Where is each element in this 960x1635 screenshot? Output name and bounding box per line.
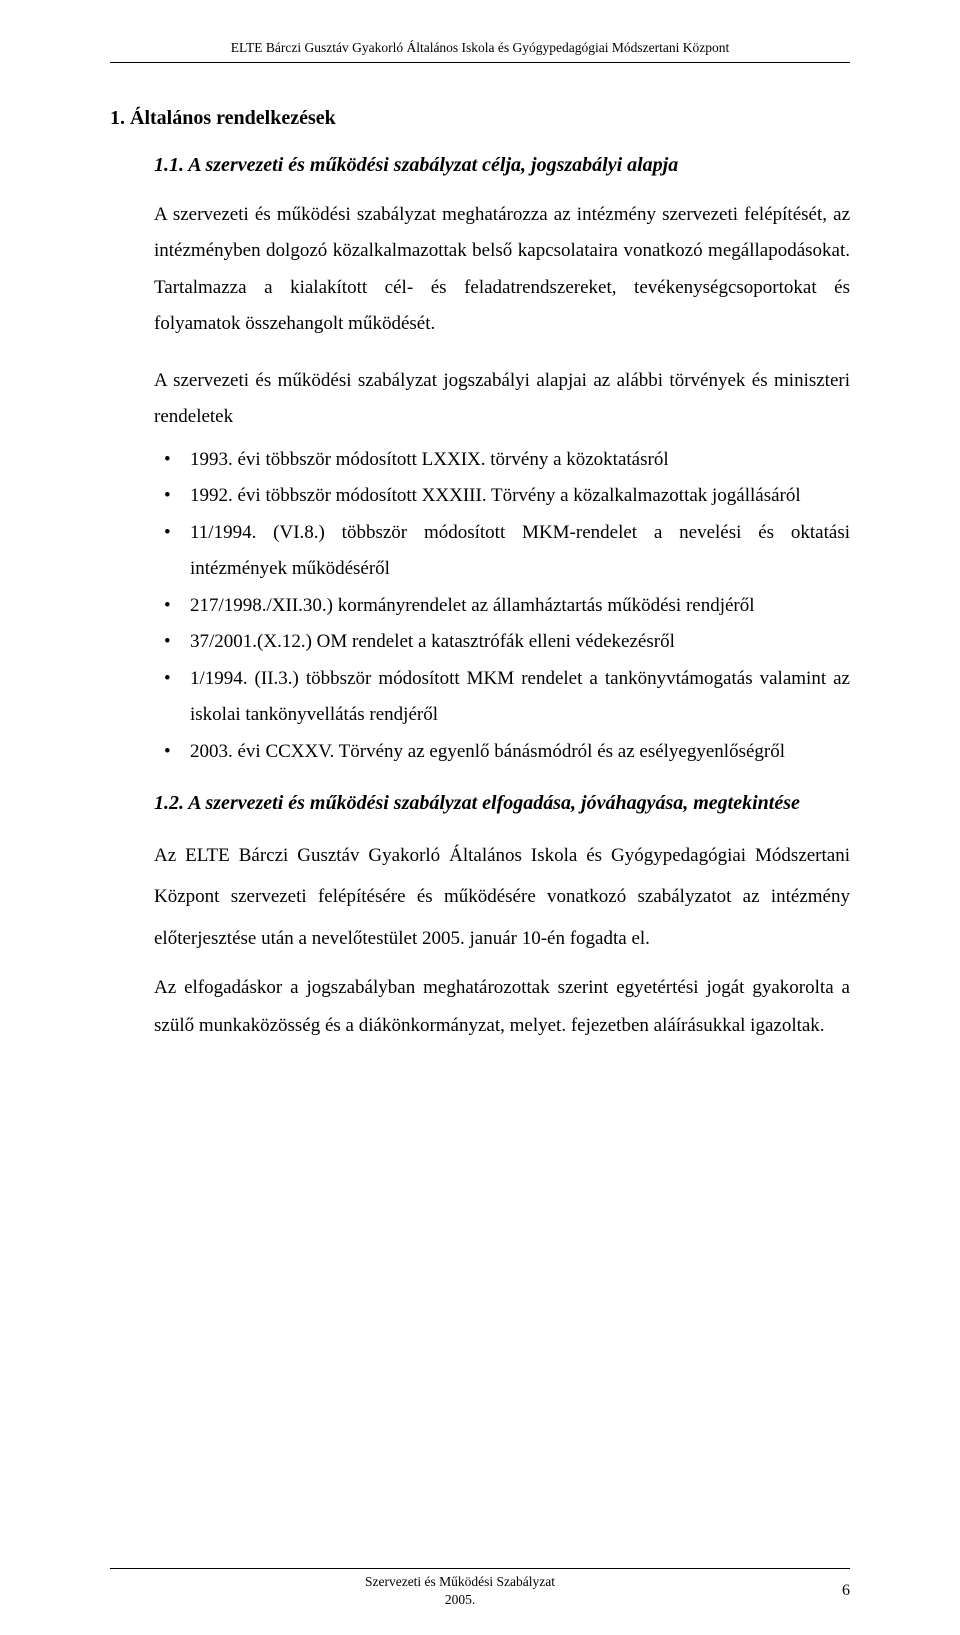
page-header: ELTE Bárczi Gusztáv Gyakorló Általános I… — [110, 40, 850, 63]
bullet-text: 11/1994. (VI.8.) többször módosított MKM… — [190, 522, 850, 579]
list-item: 1992. évi többször módosított XXXIII. Tö… — [154, 478, 850, 514]
bullet-text: 1/1994. (II.3.) többször módosított MKM … — [190, 668, 850, 725]
section-1-1-para-2: A szervezeti és működési szabályzat jogs… — [154, 363, 850, 436]
section-1-1-heading-text: 1.1. A szervezeti és működési szabályzat… — [154, 154, 678, 176]
section-1-1-bullets: 1993. évi többször módosított LXXIX. tör… — [154, 442, 850, 770]
bullet-text: 1993. évi többször módosított LXXIX. tör… — [190, 449, 669, 470]
list-item: 1993. évi többször módosított LXXIX. tör… — [154, 442, 850, 478]
section-1-2-para-2: Az elfogadáskor a jogszabályban meghatár… — [154, 969, 850, 1045]
bullet-text: 1992. évi többször módosított XXXIII. Tö… — [190, 485, 801, 506]
footer-line-1: Szervezeti és Működési Szabályzat — [110, 1573, 810, 1591]
list-item: 37/2001.(X.12.) OM rendelet a katasztróf… — [154, 624, 850, 660]
bullet-text: 37/2001.(X.12.) OM rendelet a katasztróf… — [190, 631, 675, 652]
section-1-heading: 1. Általános rendelkezések — [110, 107, 850, 130]
list-item: 2003. évi CCXXV. Törvény az egyenlő báná… — [154, 734, 850, 770]
section-1-2-heading-text: 1.2. A szervezeti és működési szabályzat… — [154, 792, 800, 814]
section-1-2: 1.2. A szervezeti és működési szabályzat… — [110, 792, 850, 1045]
section-1-heading-text: 1. Általános rendelkezések — [110, 107, 336, 129]
section-1-1-heading: 1.1. A szervezeti és működési szabályzat… — [154, 154, 850, 177]
header-text: ELTE Bárczi Gusztáv Gyakorló Általános I… — [231, 40, 730, 55]
bullet-text: 217/1998./XII.30.) kormányrendelet az ál… — [190, 595, 755, 616]
list-item: 1/1994. (II.3.) többször módosított MKM … — [154, 661, 850, 734]
page-footer: Szervezeti és Működési Szabályzat 2005. … — [110, 1568, 850, 1609]
list-item: 11/1994. (VI.8.) többször módosított MKM… — [154, 515, 850, 588]
section-1-2-heading: 1.2. A szervezeti és működési szabályzat… — [154, 792, 850, 815]
list-item: 217/1998./XII.30.) kormányrendelet az ál… — [154, 588, 850, 624]
footer-line-2: 2005. — [110, 1591, 810, 1609]
bullet-text: 2003. évi CCXXV. Törvény az egyenlő báná… — [190, 741, 785, 762]
section-1-1-para-1: A szervezeti és működési szabályzat megh… — [154, 197, 850, 343]
section-1-2-para-1: Az ELTE Bárczi Gusztáv Gyakorló Általáno… — [154, 835, 850, 959]
footer-center: Szervezeti és Működési Szabályzat 2005. — [110, 1573, 810, 1609]
section-1-1: 1.1. A szervezeti és működési szabályzat… — [154, 154, 850, 770]
page-number: 6 — [810, 1582, 850, 1600]
